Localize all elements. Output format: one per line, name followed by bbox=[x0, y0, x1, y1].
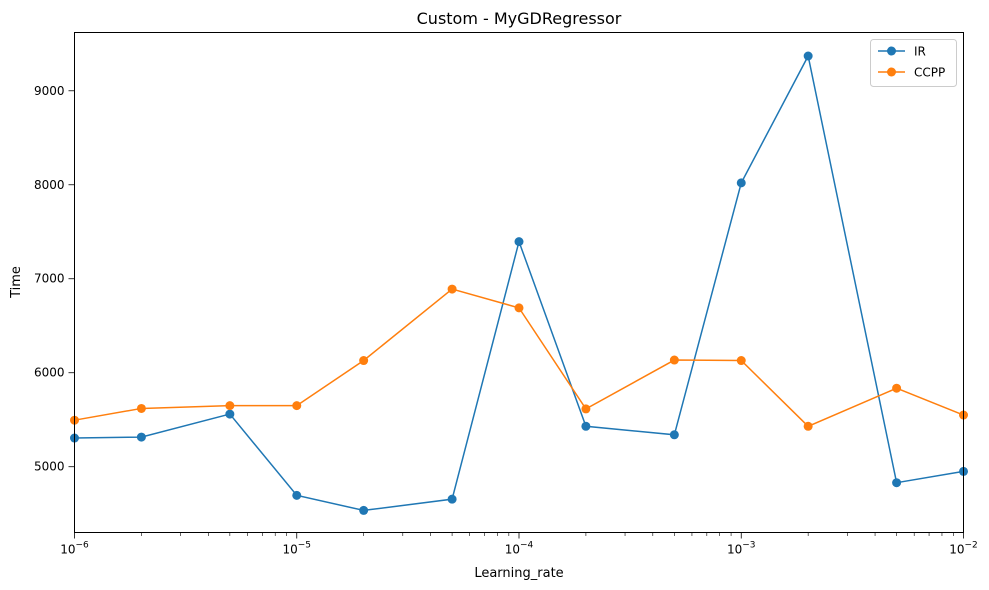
x-tick-base: 10 bbox=[949, 543, 964, 557]
data-point-ir bbox=[292, 490, 302, 500]
data-point-ccpp bbox=[803, 421, 813, 431]
data-point-ccpp bbox=[447, 284, 457, 294]
x-tick-label: 10−2 bbox=[949, 541, 978, 557]
y-tick-label: 8000 bbox=[34, 178, 65, 192]
x-tick-label: 10−3 bbox=[727, 541, 756, 557]
data-point-ir bbox=[581, 421, 591, 431]
x-tick-exponent: −4 bbox=[520, 541, 534, 551]
data-point-ccpp bbox=[669, 355, 679, 365]
series-line-ir bbox=[74, 53, 964, 512]
data-point-ir bbox=[359, 505, 369, 515]
data-point-ir bbox=[892, 478, 902, 488]
y-axis-label: Time bbox=[9, 266, 24, 299]
x-tick-base: 10 bbox=[282, 543, 297, 557]
y-axis: 5000 6000 7000 8000 9000 bbox=[34, 84, 75, 474]
x-axis-label: Learning_rate bbox=[474, 566, 563, 581]
data-point-ccpp bbox=[736, 356, 746, 366]
x-axis: 10−6 10−5 10−4 10−3 10−2 bbox=[60, 532, 978, 557]
y-tick-label: 7000 bbox=[34, 272, 65, 286]
legend-label-ir: IR bbox=[914, 45, 926, 59]
data-point-ccpp bbox=[292, 401, 302, 411]
data-point-ccpp bbox=[514, 303, 524, 313]
legend-marker-ccpp bbox=[887, 67, 896, 77]
data-point-ir bbox=[225, 409, 235, 419]
x-tick-exponent: −6 bbox=[76, 541, 90, 551]
y-tick-label: 9000 bbox=[34, 84, 65, 98]
x-tick-label: 10−6 bbox=[60, 541, 89, 557]
data-point-ir bbox=[514, 237, 524, 247]
y-tick-label: 6000 bbox=[34, 366, 65, 380]
data-point-ir bbox=[803, 51, 813, 61]
x-tick-base: 10 bbox=[60, 543, 75, 557]
x-tick-label: 10−5 bbox=[282, 541, 311, 557]
y-tick-label: 5000 bbox=[34, 460, 65, 474]
x-tick-exponent: −2 bbox=[965, 541, 978, 551]
legend: IR CCPP bbox=[870, 39, 957, 87]
legend-marker-ir bbox=[887, 46, 896, 56]
legend-label-ccpp: CCPP bbox=[914, 66, 945, 80]
data-point-ccpp bbox=[225, 401, 235, 411]
x-tick-base: 10 bbox=[727, 543, 742, 557]
axes-frame bbox=[74, 32, 964, 533]
plot-area bbox=[70, 51, 968, 515]
data-point-ccpp bbox=[892, 383, 902, 393]
x-tick-label: 10−4 bbox=[505, 541, 534, 557]
data-point-ccpp bbox=[581, 404, 591, 414]
data-point-ir bbox=[136, 432, 146, 442]
data-point-ccpp bbox=[136, 403, 146, 413]
x-tick-exponent: −5 bbox=[298, 541, 311, 551]
data-point-ir bbox=[736, 178, 746, 188]
chart-title: Custom - MyGDRegressor bbox=[417, 9, 622, 28]
data-point-ccpp bbox=[359, 356, 369, 366]
data-point-ir bbox=[669, 430, 679, 440]
data-point-ir bbox=[447, 494, 457, 504]
x-tick-exponent: −3 bbox=[742, 541, 755, 551]
x-tick-base: 10 bbox=[505, 543, 520, 557]
